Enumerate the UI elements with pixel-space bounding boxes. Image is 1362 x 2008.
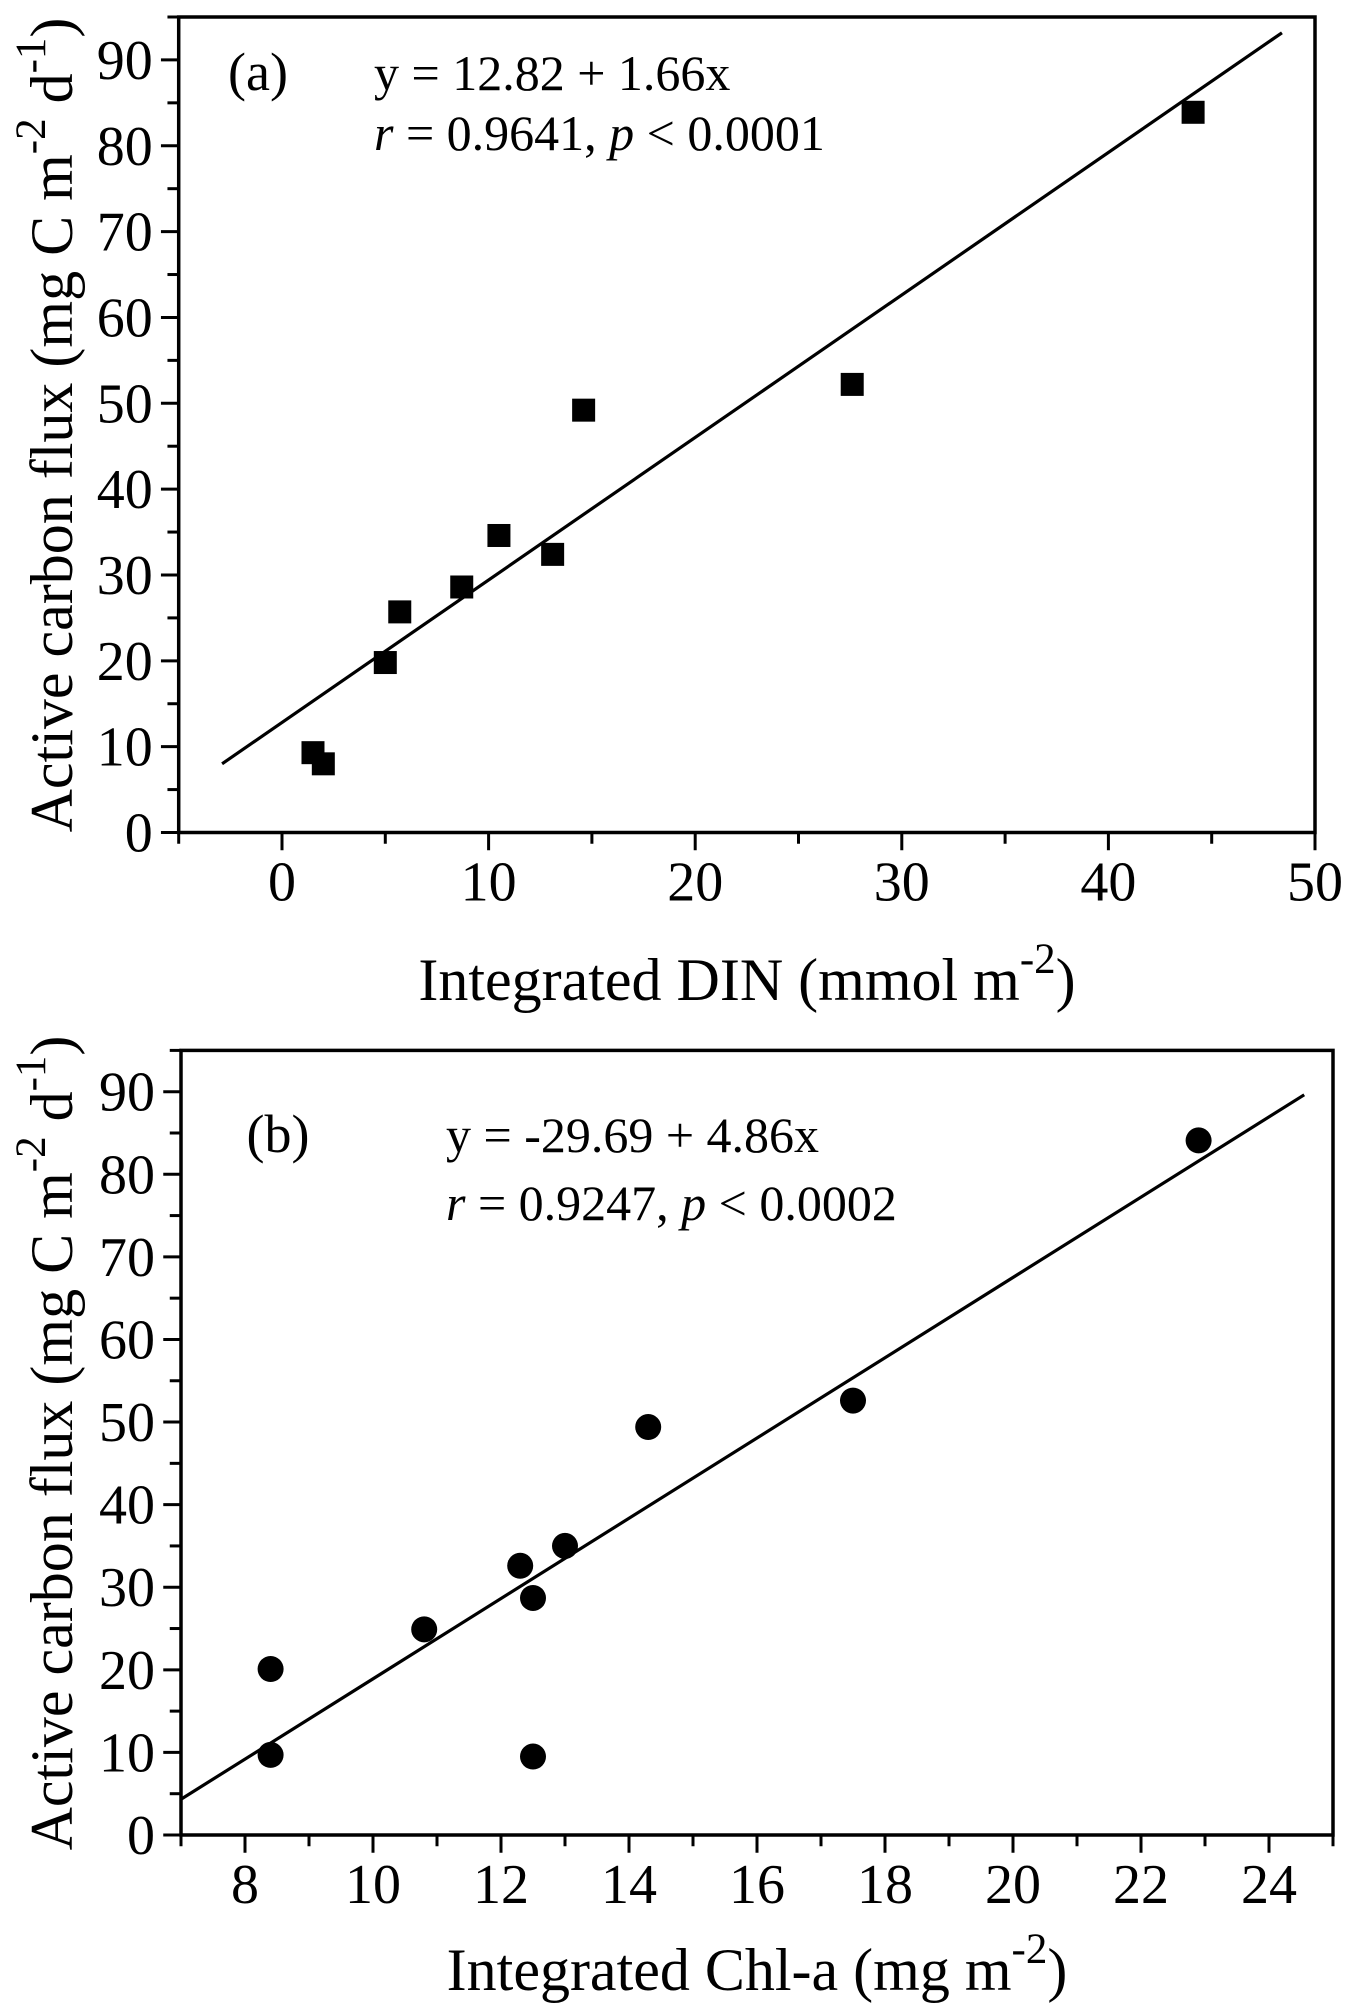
- regression-line: [221, 31, 1283, 766]
- x-tick-label: 10: [345, 1854, 401, 1916]
- stats-text: r = 0.9247, p < 0.0002: [446, 1175, 897, 1231]
- data-point-circle: [257, 1655, 284, 1682]
- data-point-square: [450, 575, 474, 599]
- x-tick-label: 20: [667, 852, 723, 914]
- x-tick-label: 18: [857, 1854, 913, 1916]
- y-tick-label: 40: [99, 1475, 155, 1537]
- y-axis-title: Active carbon flux (mg C m-2 d-1): [8, 18, 85, 833]
- y-tick-label: 80: [97, 116, 153, 178]
- x-tick-label: 8: [231, 1854, 259, 1916]
- x-tick-label: 0: [268, 852, 296, 914]
- y-tick-label: 40: [97, 459, 153, 521]
- x-axis-title: Integrated DIN (mmol m-2): [418, 936, 1075, 1013]
- data-point-circle: [840, 1387, 866, 1414]
- y-tick-label: 20: [97, 631, 153, 693]
- data-point-square: [487, 523, 511, 547]
- y-tick-label: 70: [99, 1227, 155, 1289]
- y-tick-label: 10: [99, 1722, 155, 1784]
- y-tick-label: 30: [97, 545, 153, 607]
- x-tick-label: 30: [874, 852, 930, 914]
- data-point-circle: [507, 1552, 534, 1579]
- y-tick-label: 60: [99, 1309, 155, 1371]
- x-tick-label: 22: [1113, 1854, 1169, 1916]
- y-tick-label: 0: [125, 803, 153, 865]
- data-point-circle: [520, 1743, 546, 1770]
- panel-letter: (b): [247, 1104, 310, 1164]
- x-tick-label: 50: [1287, 852, 1343, 914]
- data-point-square: [388, 600, 412, 624]
- data-point-circle: [520, 1584, 546, 1611]
- y-tick-label: 0: [127, 1805, 155, 1867]
- panel-b: 8 10 12 14 16 18 20 22 24 0 10 20 30 40 50 60 70 80 90 Inte…: [8, 1036, 1335, 2003]
- equation-text: y = -29.69 + 4.86x: [446, 1107, 819, 1163]
- x-tick-label: 16: [729, 1854, 785, 1916]
- data-point-square: [373, 651, 397, 675]
- y-tick-label: 60: [97, 287, 153, 349]
- plot-box: [176, 15, 1317, 835]
- regression-line: [180, 1093, 1306, 1801]
- y-tick-label: 90: [99, 1062, 155, 1124]
- y-tick-label: 80: [99, 1144, 155, 1206]
- data-point-square: [311, 752, 335, 776]
- stats-text: r = 0.9641, p < 0.0001: [374, 105, 825, 161]
- x-tick-label: 12: [473, 1854, 529, 1916]
- panel-letter: (a): [228, 42, 288, 102]
- data-point-square: [541, 542, 565, 566]
- equation-text: y = 12.82 + 1.66x: [374, 45, 730, 101]
- x-tick-label: 40: [1080, 852, 1136, 914]
- plot-box: [179, 1048, 1335, 1837]
- data-point-circle: [552, 1532, 578, 1559]
- y-tick-label: 20: [99, 1640, 155, 1702]
- data-point-circle: [1185, 1127, 1212, 1154]
- y-tick-label: 70: [97, 202, 153, 264]
- x-tick-label: 10: [461, 852, 517, 914]
- data-point-square: [1181, 100, 1205, 124]
- x-tick-label: 14: [601, 1854, 657, 1916]
- y-tick-label: 90: [97, 30, 153, 92]
- y-tick-label: 50: [97, 373, 153, 435]
- data-point-circle: [257, 1741, 284, 1768]
- data-point-circle: [635, 1414, 662, 1441]
- data-point-square: [840, 372, 864, 396]
- x-tick-label: 24: [1241, 1854, 1297, 1916]
- data-point-square: [572, 398, 596, 422]
- y-axis-title: Active carbon flux (mg C m-2 d-1): [8, 1036, 85, 1851]
- y-tick-label: 30: [99, 1557, 155, 1619]
- y-tick-label: 10: [97, 717, 153, 779]
- panel-a: 0 10 20 30 40 50 0 10 20 30 40 50 60 70 80 90 Integrated…: [8, 15, 1343, 1013]
- x-axis-title: Integrated Chl-a (mg m-2): [447, 1926, 1068, 2003]
- y-tick-label: 50: [99, 1392, 155, 1454]
- x-tick-label: 20: [985, 1854, 1041, 1916]
- data-point-circle: [411, 1616, 438, 1643]
